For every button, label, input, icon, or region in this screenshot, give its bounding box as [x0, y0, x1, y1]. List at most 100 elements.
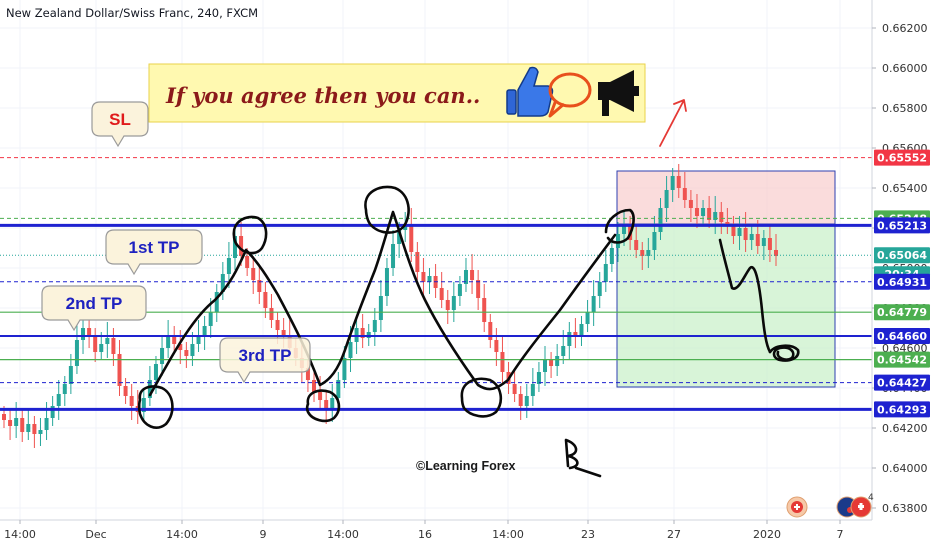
candle-body	[239, 236, 244, 256]
candle-body	[269, 308, 274, 320]
candle-body	[609, 248, 614, 264]
candle-body	[567, 332, 572, 346]
callout-1st-tp-label: 1st TP	[128, 238, 179, 257]
candle-body	[397, 230, 402, 244]
candle-body	[640, 250, 645, 256]
icon-count: 4	[868, 493, 874, 503]
price-label-box	[874, 351, 930, 368]
x-tick-label: 2020	[753, 528, 781, 541]
price-label-box	[874, 149, 930, 166]
candle-body	[561, 346, 566, 356]
candle-body	[451, 296, 456, 310]
x-tick-label: Dec	[85, 528, 106, 541]
hand-drawn-circle	[364, 185, 410, 234]
candle-body	[518, 394, 523, 406]
price-label-box	[874, 304, 930, 321]
candle-body	[93, 336, 98, 352]
candle-body	[585, 312, 590, 324]
candle-body	[488, 322, 493, 340]
speech-bubble-icon	[548, 72, 592, 118]
candle-body	[774, 250, 778, 256]
candle-body	[263, 292, 268, 308]
candle-body	[403, 224, 408, 230]
candle-layer	[2, 164, 778, 448]
candle-body	[415, 252, 420, 272]
x-tick-label: 27	[667, 528, 681, 541]
candle-body	[56, 394, 61, 406]
candle-body	[694, 208, 699, 216]
y-tick-label: 0.66200	[882, 22, 928, 35]
y-tick-label: 0.65400	[882, 182, 928, 195]
price-label-box	[874, 374, 930, 391]
x-tick-label: 16	[418, 528, 432, 541]
x-tick-label: 7	[837, 528, 844, 541]
candle-body	[32, 424, 37, 434]
candle-body	[153, 364, 158, 380]
candle-body	[445, 300, 450, 310]
candle-body	[312, 380, 317, 392]
candle-body	[549, 360, 554, 366]
candle-body	[530, 384, 535, 396]
price-label-layer: 0.655520.652480.652130.6506420:340.64931…	[874, 149, 930, 418]
hand-drawn-path	[148, 210, 617, 397]
candle-body	[767, 238, 772, 250]
candle-body	[439, 288, 444, 300]
candle-body	[652, 232, 657, 250]
price-label-box	[874, 273, 930, 290]
candle-body	[190, 344, 195, 356]
candle-body	[129, 396, 134, 406]
candle-body	[713, 212, 718, 220]
candle-body	[622, 226, 627, 234]
candle-body	[68, 366, 73, 384]
candle-body	[524, 396, 529, 406]
candle-body	[172, 336, 177, 344]
price-label-text: 0.65213	[877, 219, 927, 232]
candle-body	[421, 272, 426, 282]
price-label-box	[874, 247, 930, 264]
candle-body	[117, 354, 122, 386]
x-tick-label: 14:00	[166, 528, 198, 541]
candle-body	[336, 380, 341, 398]
candle-body	[500, 352, 505, 372]
candle-body	[743, 228, 748, 240]
candle-body	[573, 332, 578, 336]
callout-1st-tp: 1st TP	[105, 229, 203, 276]
candle-body	[676, 176, 681, 188]
callout-2nd-tp-label: 2nd TP	[66, 294, 123, 313]
candle-body	[348, 342, 353, 358]
candle-body	[476, 280, 481, 298]
candle-body	[658, 208, 663, 232]
plus-circle-icon[interactable]	[786, 496, 808, 518]
candle-body	[555, 356, 560, 366]
candle-body	[664, 190, 669, 208]
candle-body	[8, 420, 13, 426]
callout-sl-bubble	[91, 101, 149, 148]
candle-body	[44, 418, 49, 430]
megaphone-icon	[598, 70, 639, 116]
candle-body	[105, 338, 110, 344]
candle-body	[463, 270, 468, 284]
candle-body	[324, 400, 329, 410]
candle-body	[579, 324, 584, 336]
callout-3rd-tp-bubble	[219, 337, 311, 384]
candle-body	[202, 326, 207, 336]
candle-body	[719, 212, 724, 222]
hand-drawn-circle	[604, 208, 635, 244]
hand-drawn-circle	[305, 389, 341, 423]
flag-ch-icon[interactable]	[850, 496, 872, 518]
candle-body	[318, 392, 323, 400]
candle-body	[2, 414, 6, 420]
candle-body	[670, 176, 675, 190]
candle-body	[20, 418, 25, 432]
price-label-text: 0.65552	[877, 152, 927, 165]
price-label-text: 0.64779	[877, 306, 927, 319]
x-axis: 14:00 Dec 14:00 9 14:00 16 14:00 23 27 2020 7	[0, 519, 872, 541]
hand-drawing-layer	[137, 99, 800, 478]
candle-body	[166, 336, 171, 348]
candle-body	[646, 250, 651, 256]
candle-body	[14, 418, 19, 426]
candle-body	[184, 350, 189, 356]
price-label-box	[874, 328, 930, 344]
price-label-text: 0.64931	[877, 276, 927, 289]
